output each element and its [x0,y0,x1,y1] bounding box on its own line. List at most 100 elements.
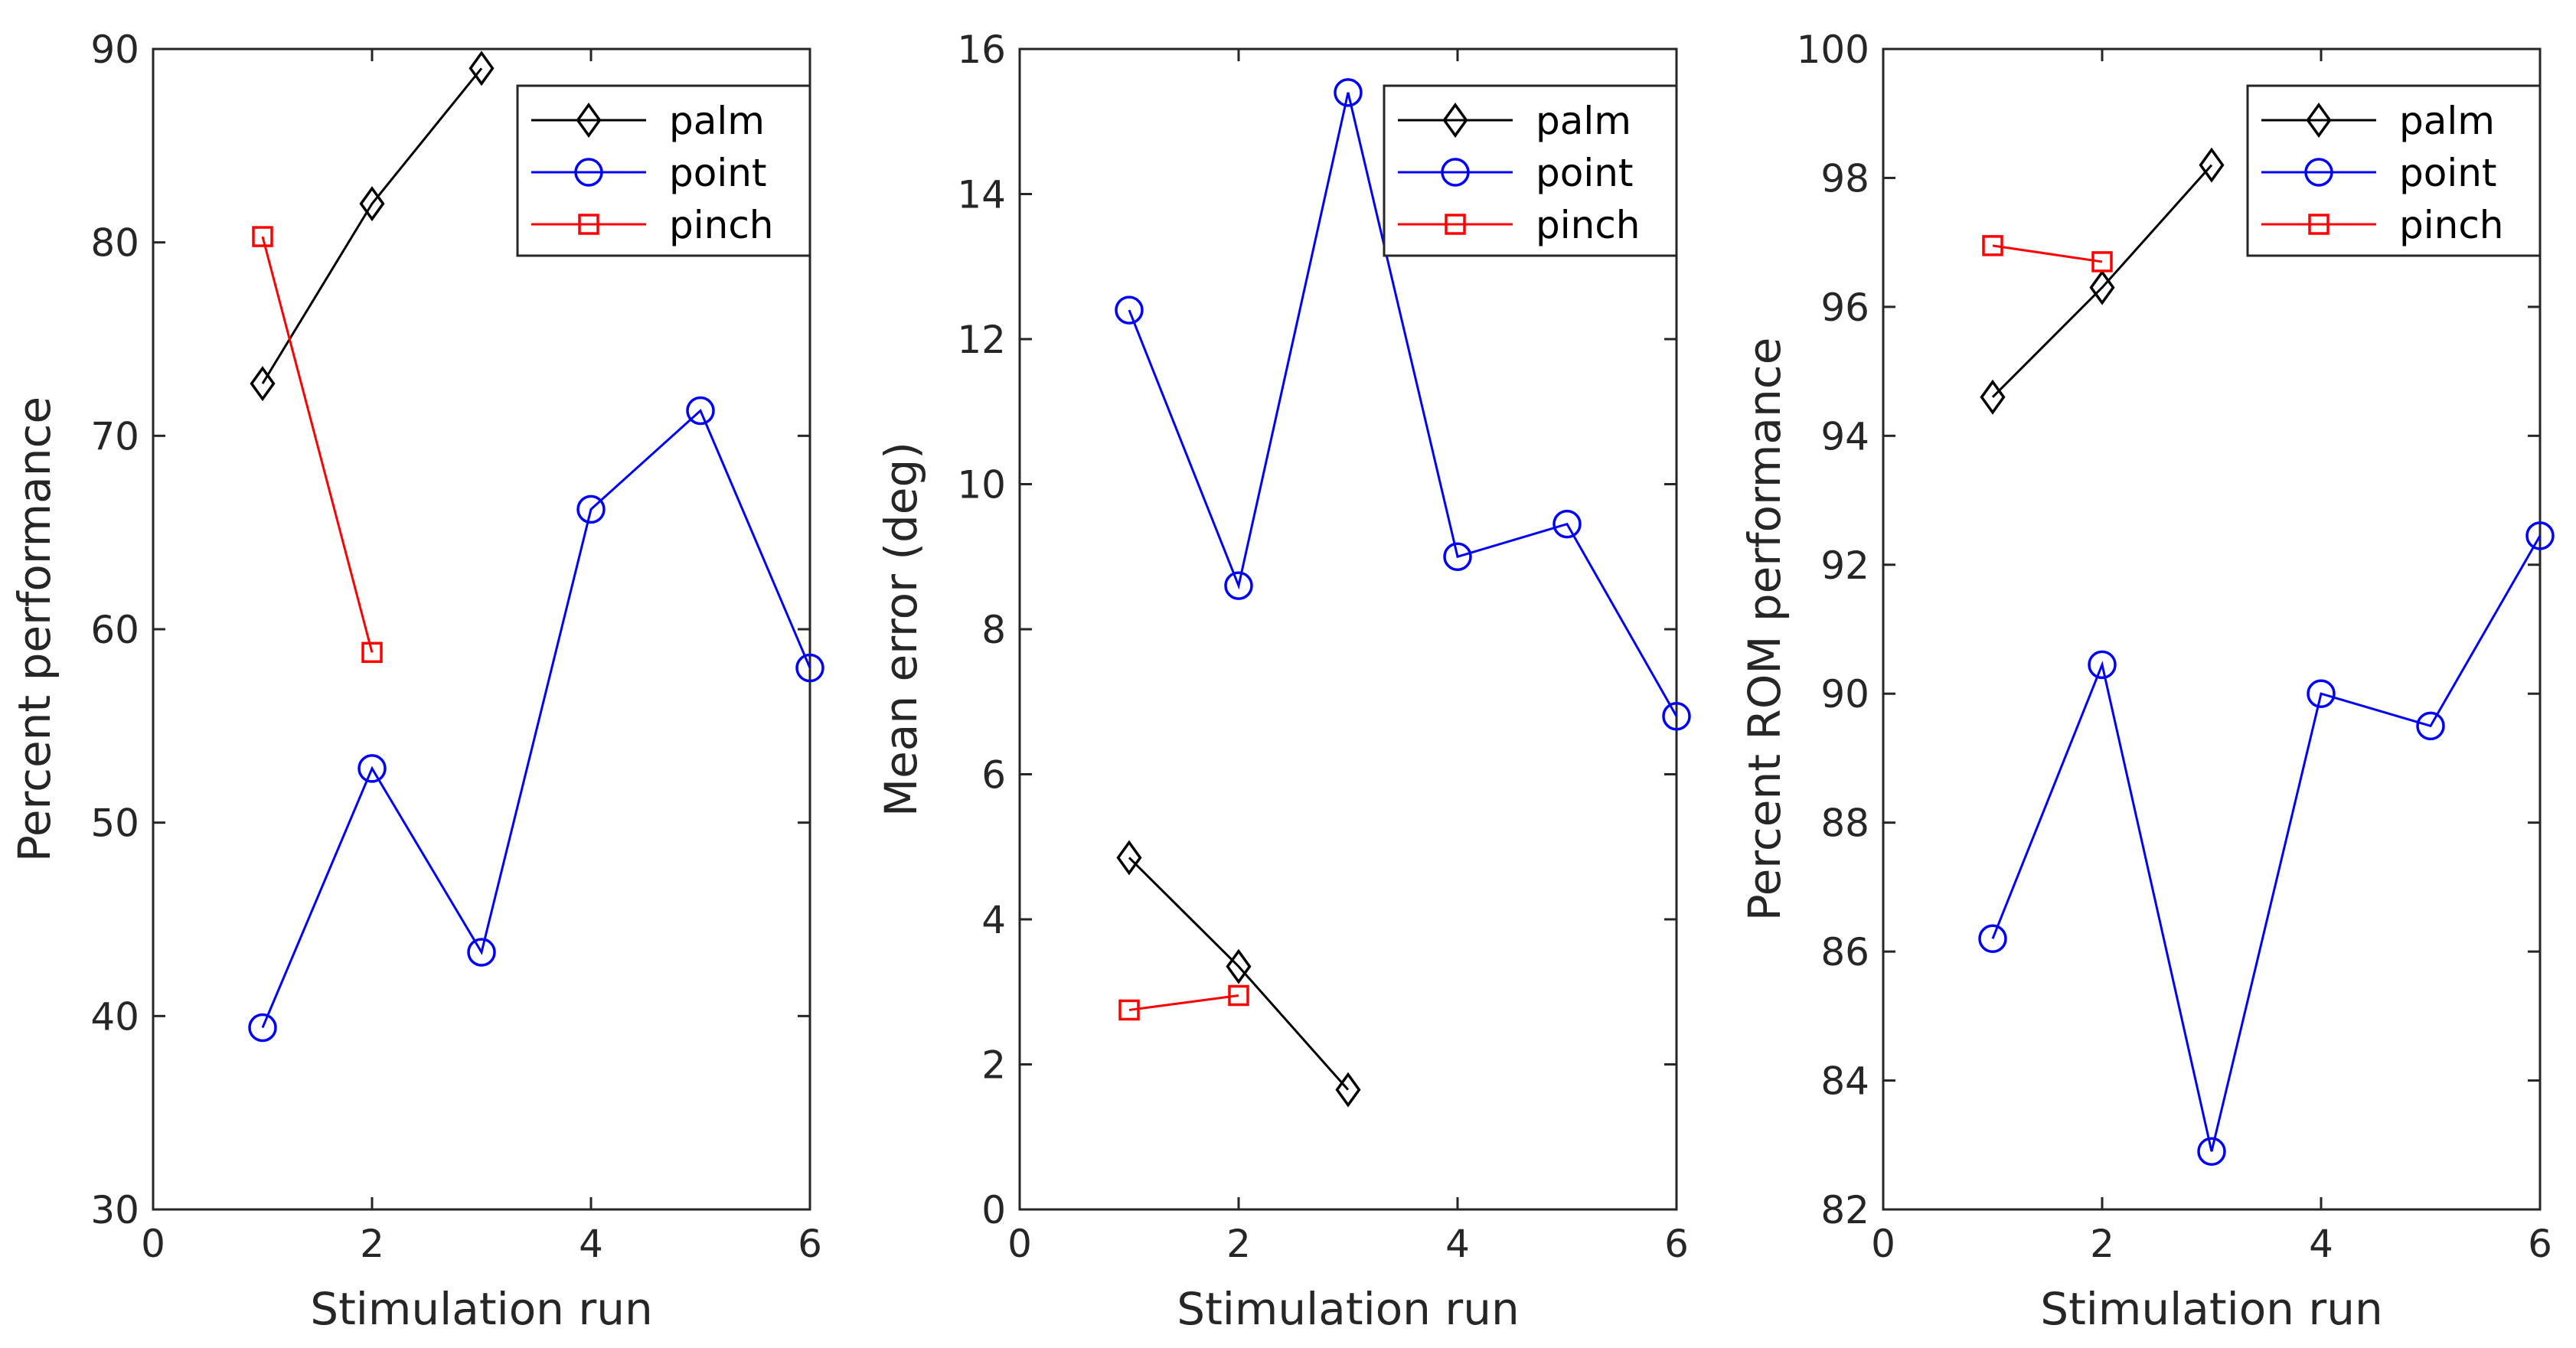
legend-label-palm: palm [1536,99,1631,143]
legend-label-pinch: pinch [1536,203,1641,247]
data-point-point [576,494,606,524]
y-tick-label: 14 [957,173,1006,217]
data-point-point [2525,521,2555,550]
x-tick-label: 0 [1871,1222,1895,1266]
x-tick-label: 2 [360,1222,384,1266]
data-point-point [1443,542,1472,571]
legend-label-pinch: pinch [669,203,774,247]
legend: palm point pinch [2246,84,2542,257]
legend-label-point: point [669,151,767,195]
legend: palm point pinch [1383,84,1678,257]
series-pinch [252,226,383,664]
chart-panel-1: 0 2 4 6 30 40 50 60 70 80 90 Stimulation run Percent… [8,28,824,1335]
series-palm [1116,840,1361,1108]
legend-box [516,84,811,257]
series-line-point [261,408,811,1029]
y-tick-label: 70 [90,414,139,459]
data-point-point [795,653,824,683]
y-tick-label: 16 [957,28,1006,72]
series-line-pinch [1128,994,1239,1011]
data-point-palm [1980,379,2006,415]
legend-marker-pinch [1445,214,1466,235]
y-axis-label: Percent ROM performance [1739,338,1791,922]
data-point-point [1978,924,2007,954]
data-point-palm [469,51,495,86]
data-point-point [1115,295,1144,325]
x-tick-label: 6 [1664,1222,1689,1266]
series-line-palm [1991,164,2213,398]
data-point-point [2088,650,2117,680]
chart-panel-2: 0 2 4 6 0 2 4 6 8 10 12 14 16 Stimulation run Mean err… [875,28,1691,1335]
data-point-pinch [1982,235,2003,256]
axes-box [1882,47,2542,1211]
series-palm [250,51,495,402]
y-tick-label: 2 [981,1043,1006,1088]
legend-label-palm: palm [2399,99,2495,143]
y-tick-label: 12 [957,318,1006,362]
legend-marker-point [1441,158,1470,187]
data-point-point [2307,679,2336,708]
legend-label-palm: palm [669,99,765,143]
data-point-point [1552,509,1582,539]
y-tick-label: 96 [1820,286,1869,330]
y-tick-label: 88 [1820,801,1869,846]
data-point-point [2416,711,2445,741]
x-tick-label: 2 [2090,1222,2114,1266]
x-axis-label: Stimulation run [1177,1283,1520,1335]
data-point-palm [1335,1072,1361,1108]
x-tick-label: 4 [1445,1222,1470,1266]
data-point-point [686,396,715,426]
data-point-palm [2199,147,2225,183]
series-line-palm [261,67,483,384]
data-point-pinch [1118,999,1140,1021]
data-point-pinch [1228,984,1249,1007]
data-point-point [358,754,387,783]
data-point-palm [359,186,385,222]
legend-marker-point [2304,158,2333,187]
legend: palm point pinch [516,84,811,257]
legend-box [2246,84,2542,257]
legend-marker-palm [1442,103,1468,138]
legend-label-point: point [1536,151,1634,195]
y-tick-label: 8 [981,608,1006,652]
y-tick-label: 80 [90,221,139,266]
data-point-pinch [361,641,383,664]
x-axis-label: Stimulation run [310,1283,653,1335]
chart-panel-3: 0 2 4 6 82 84 86 88 90 92 94 96 98 100 Stimulation run… [1739,28,2555,1335]
series-pinch [1982,235,2113,273]
series-point [1978,521,2555,1166]
y-tick-label: 0 [981,1188,1006,1232]
series-line-point [1991,535,2542,1152]
x-tick-label: 2 [1226,1222,1251,1266]
data-point-point [2197,1137,2226,1166]
y-tick-label: 86 [1820,930,1869,974]
y-tick-label: 98 [1820,156,1869,201]
y-axis-label: Mean error (deg) [875,442,927,817]
y-axis-label: Percent performance [8,397,60,862]
data-point-point [467,938,496,967]
x-tick-label: 4 [2309,1222,2333,1266]
x-tick-label: 6 [798,1222,822,1266]
series-line-point [1128,92,1678,717]
y-tick-label: 30 [90,1188,139,1232]
y-tick-label: 82 [1820,1188,1869,1232]
y-tick-label: 50 [90,801,139,846]
legend-marker-pinch [2308,214,2330,235]
y-tick-label: 60 [90,608,139,652]
legend-marker-palm [576,103,602,138]
y-tick-label: 10 [957,463,1006,508]
y-tick-label: 94 [1820,414,1869,459]
y-tick-label: 90 [1820,672,1869,716]
series-line-pinch [1992,244,2103,263]
y-tick-label: 6 [981,753,1006,798]
data-point-palm [250,366,276,402]
series-line-palm [1128,857,1350,1091]
data-point-point [1334,78,1363,107]
data-point-point [1224,571,1253,600]
data-point-palm [1226,948,1252,984]
legend-marker-point [574,158,603,187]
series-palm [1980,147,2225,415]
legend-label-pinch: pinch [2399,203,2504,247]
y-tick-label: 40 [90,994,139,1039]
